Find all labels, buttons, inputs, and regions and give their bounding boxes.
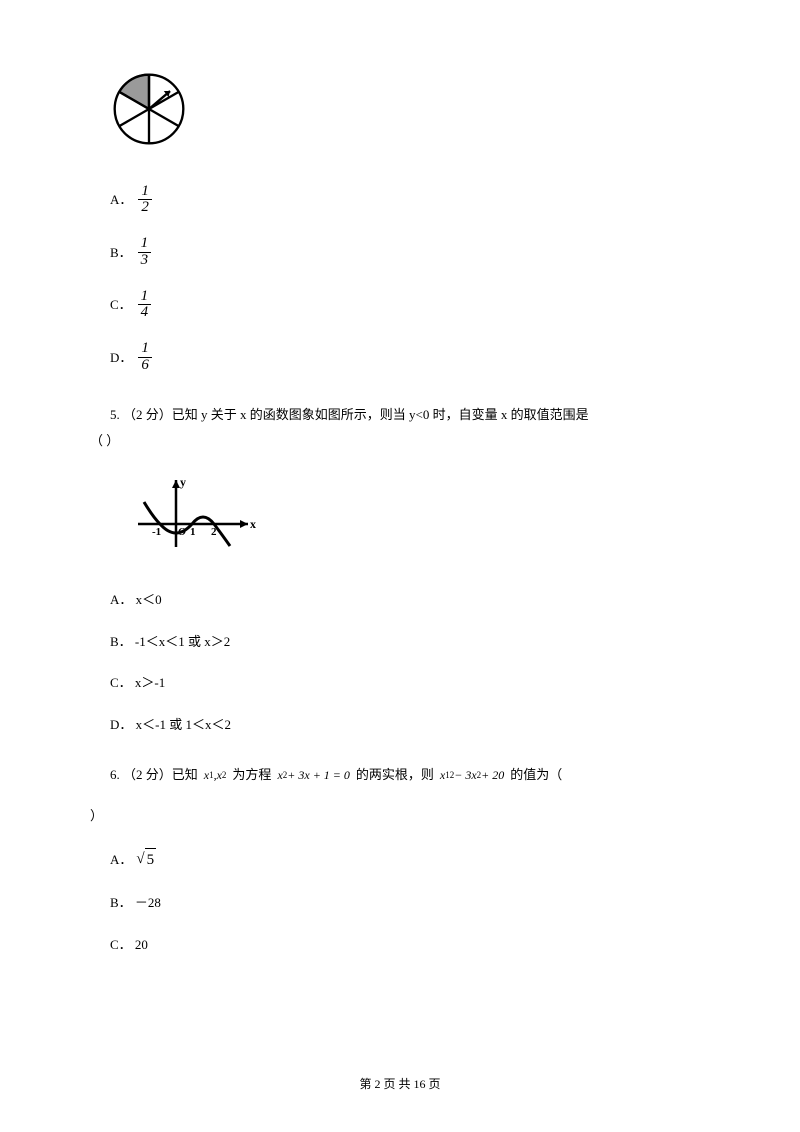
q6-part1: 6. （2 分）已知 — [110, 762, 198, 788]
svg-text:-1: -1 — [152, 526, 161, 538]
q4-option-a: A． 1 2 — [110, 184, 690, 217]
q5-option-b: B． -1＜x＜1 或 x＞2 — [110, 632, 690, 652]
spinner-figure — [110, 70, 690, 154]
q6-option-b: B． －28 — [110, 893, 690, 913]
option-letter: A． — [110, 850, 132, 870]
svg-text:1: 1 — [190, 526, 196, 538]
q6-expression: x12 − 3x2 + 20 — [440, 763, 504, 787]
sqrt-icon: √5 — [136, 848, 156, 872]
q5-text: 5. （2 分）已知 y 关于 x 的函数图象如图所示，则当 y<0 时，自变量… — [110, 402, 690, 454]
q6-vars: x1,x2 — [204, 763, 227, 787]
q5-option-c: C． x＞-1 — [110, 673, 690, 693]
page-content: A． 1 2 B． 1 3 C． 1 4 D． 1 6 5. （2 分）已知 y… — [0, 0, 800, 954]
q6-option-a: A． √5 — [110, 848, 690, 872]
q6-option-c: C． 20 — [110, 935, 690, 955]
fraction: 1 2 — [138, 184, 152, 217]
option-letter: A． — [110, 190, 132, 210]
option-letter: C． — [110, 295, 132, 315]
q6-part4: 的值为（ — [510, 762, 562, 788]
graph-svg: y x -1 O 1 2 — [128, 472, 258, 557]
q4-option-d: D． 1 6 — [110, 341, 690, 374]
q4-option-b: B． 1 3 — [110, 236, 690, 269]
q5-stem: 5. （2 分）已知 y 关于 x 的函数图象如图所示，则当 y<0 时，自变量… — [110, 407, 589, 422]
q6-close-paren: ） — [90, 806, 690, 826]
q5-option-d: D． x＜-1 或 1＜x＜2 — [110, 715, 690, 735]
q5-paren: （ ） — [90, 433, 119, 448]
option-letter: D． — [110, 348, 132, 368]
fraction: 1 3 — [138, 236, 152, 269]
q5-option-a: A． x＜0 — [110, 590, 690, 610]
spinner-svg — [110, 70, 188, 148]
fraction: 1 4 — [138, 289, 152, 322]
page-footer: 第 2 页 共 16 页 — [0, 1075, 800, 1092]
svg-text:x: x — [250, 517, 256, 531]
q6-part2: 为方程 — [232, 762, 271, 788]
q6-equation: x2 + 3x + 1 = 0 — [277, 763, 349, 787]
fraction: 1 6 — [138, 341, 152, 374]
svg-text:y: y — [180, 475, 186, 489]
q5-graph: y x -1 O 1 2 — [128, 472, 690, 563]
q6-part3: 的两实根，则 — [356, 762, 434, 788]
option-letter: B． — [110, 243, 132, 263]
q4-option-c: C． 1 4 — [110, 289, 690, 322]
q6-text: 6. （2 分）已知 x1,x2 为方程 x2 + 3x + 1 = 0 的两实… — [110, 762, 690, 788]
